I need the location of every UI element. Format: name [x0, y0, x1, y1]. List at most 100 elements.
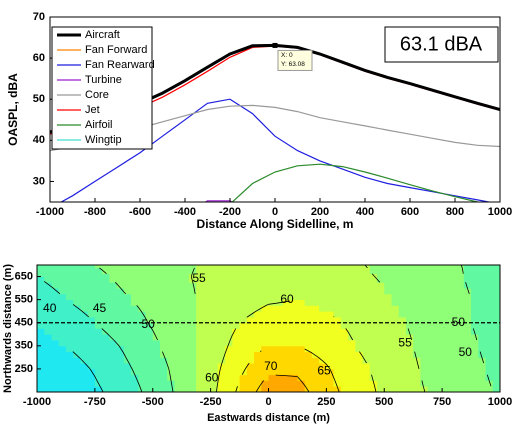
contour-cell — [123, 299, 132, 306]
contour-cell — [254, 322, 262, 329]
contour-cell — [268, 345, 277, 352]
contour-cell — [203, 351, 212, 358]
contour-cell — [254, 351, 262, 358]
contour-cell — [131, 273, 139, 277]
contour-cell — [304, 276, 313, 283]
contour-cell — [456, 386, 465, 392]
contour-cell — [65, 299, 74, 306]
contour-cell — [159, 374, 168, 381]
contour-cell — [246, 357, 255, 364]
contour-cell — [471, 345, 479, 352]
contour-cell — [65, 270, 74, 275]
contour-cell — [456, 380, 465, 387]
contour-cell — [463, 334, 472, 341]
contour-cell — [369, 265, 378, 269]
contour-cell — [297, 273, 306, 277]
contour-cell — [159, 322, 168, 329]
contour-cell — [116, 380, 125, 387]
contour-cell — [311, 282, 320, 289]
contour-cell — [239, 299, 248, 306]
contour-cell — [73, 273, 81, 277]
contour-cell — [217, 340, 226, 347]
contour-cell — [442, 357, 450, 364]
contour-cell — [181, 340, 190, 347]
contour-cell — [290, 374, 298, 381]
contour-cell — [456, 276, 465, 283]
contour-cell — [391, 328, 400, 335]
contour-cell — [297, 386, 306, 392]
contour-cell — [311, 380, 320, 387]
contour-cell — [290, 282, 298, 289]
contour-cell — [282, 288, 291, 295]
contour-cell — [167, 374, 175, 381]
contour-cell — [181, 293, 190, 301]
contour-cell — [203, 363, 212, 370]
contour-cell — [319, 270, 327, 275]
contour-cell — [377, 270, 385, 275]
contour-cell — [232, 345, 240, 352]
contour-cell — [210, 265, 219, 269]
contour-cell — [348, 299, 356, 306]
contour-cell — [442, 288, 450, 295]
contour-cell — [167, 328, 175, 335]
contour-cell — [232, 311, 240, 318]
contour-cell — [420, 270, 429, 275]
contour-cell — [377, 363, 385, 370]
contour-cell — [232, 368, 240, 376]
contour-cell — [311, 276, 320, 283]
contour-cell — [102, 299, 110, 306]
contour-cell — [304, 357, 313, 364]
contour-cell — [109, 316, 117, 324]
contour-cell — [355, 374, 363, 381]
contour-cell — [94, 340, 103, 347]
contour-cell — [203, 345, 212, 352]
contour-cell — [246, 267, 255, 272]
contour-cell — [282, 293, 291, 301]
contour-cell — [319, 368, 327, 376]
datatip-marker — [272, 42, 278, 48]
contour-cell — [442, 265, 450, 269]
contour-cell — [116, 322, 125, 329]
contour-cell — [65, 305, 74, 312]
contour-cell — [239, 322, 248, 329]
contour-cell — [254, 380, 262, 387]
contour-cell — [174, 282, 183, 289]
contour-cell — [348, 357, 356, 364]
contour-cell — [369, 311, 378, 318]
contour-cell — [80, 276, 89, 283]
contour-cell — [181, 368, 190, 376]
contour-cell — [348, 270, 356, 275]
contour-cell — [217, 357, 226, 364]
legend-label: Fan Forward — [85, 44, 147, 56]
contour-cell — [355, 363, 363, 370]
contour-cell — [87, 334, 96, 341]
contour-cell — [413, 273, 421, 277]
contour-cell — [159, 334, 168, 341]
contour-cell — [333, 316, 342, 324]
contour-cell — [326, 293, 335, 301]
contour-cell — [246, 368, 255, 376]
contour-cell — [362, 305, 371, 312]
contour-cell — [196, 282, 204, 289]
contour-cell — [37, 386, 45, 392]
contour-cell — [152, 316, 161, 324]
contour-cell — [246, 288, 255, 295]
contour-cell — [398, 288, 407, 295]
contour-cell — [290, 265, 298, 269]
contour-cell — [348, 328, 356, 335]
contour-cell — [311, 368, 320, 376]
contour-cell — [420, 328, 429, 335]
contour-cell — [167, 288, 175, 295]
contour-cell — [80, 299, 89, 306]
contour-cell — [181, 386, 190, 392]
contour-cell — [58, 305, 67, 312]
contour-cell — [449, 380, 457, 387]
contour-cell — [492, 316, 500, 324]
contour-cell — [174, 265, 183, 269]
contour-cell — [145, 267, 154, 272]
contour-cell — [225, 288, 233, 295]
contour-cell — [275, 288, 284, 295]
contour-cell — [181, 345, 190, 352]
contour-cell — [304, 351, 313, 358]
